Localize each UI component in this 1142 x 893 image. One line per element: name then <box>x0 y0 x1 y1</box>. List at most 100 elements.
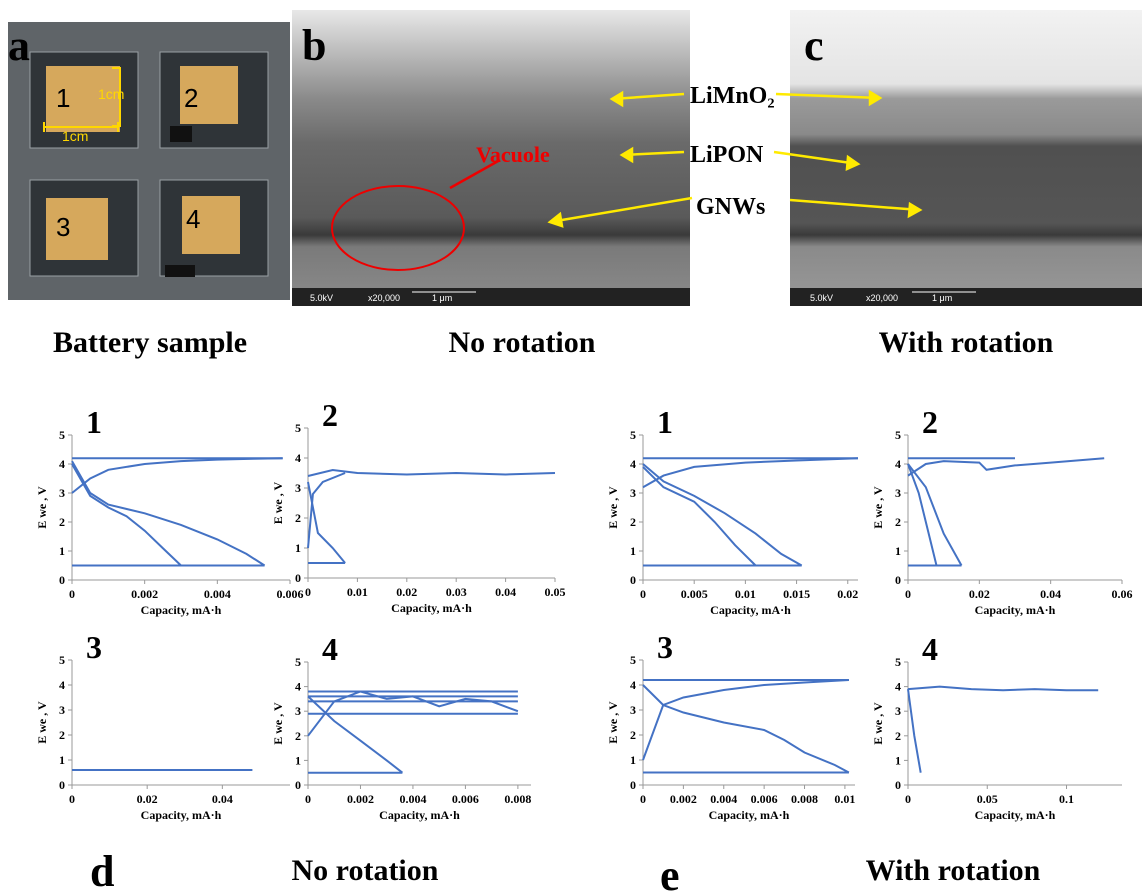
y-tick-label: 4 <box>59 678 65 692</box>
layer-label: GNWs <box>696 194 765 220</box>
y-tick-label: 0 <box>895 778 901 792</box>
chart-title: 4 <box>922 631 938 667</box>
y-tick-label: 1 <box>895 544 901 558</box>
y-tick-label: 0 <box>895 573 901 587</box>
y-tick-label: 1 <box>59 753 65 767</box>
x-tick-label: 0.06 <box>1112 587 1133 601</box>
arrows <box>547 89 923 228</box>
x-axis-label: Capacity, mA·h <box>379 808 460 822</box>
curve <box>907 688 922 773</box>
x-tick-label: 0.01 <box>834 792 855 806</box>
y-tick-label: 2 <box>59 728 65 742</box>
x-tick-label: 0.008 <box>791 792 818 806</box>
x-tick-label: 0.04 <box>212 792 233 806</box>
y-tick-label: 0 <box>630 778 636 792</box>
curve <box>642 679 849 761</box>
x-tick-label: 0.02 <box>969 587 990 601</box>
y-tick-label: 2 <box>295 729 301 743</box>
curve <box>71 457 283 494</box>
x-tick-label: 0.002 <box>131 587 158 601</box>
y-tick-label: 3 <box>895 704 901 718</box>
x-axis-label: Capacity, mA·h <box>391 601 472 615</box>
x-tick-label: 0.006 <box>751 792 778 806</box>
x-tick-label: 0 <box>69 792 75 806</box>
curve <box>642 463 803 567</box>
panel-letter: a <box>8 21 30 70</box>
annotation: Vacuole <box>476 142 550 167</box>
x-axis-label: Capacity, mA·h <box>975 603 1056 617</box>
chart-title: 1 <box>86 404 102 440</box>
y-tick-label: 1 <box>295 753 301 767</box>
x-tick-label: 0 <box>905 587 911 601</box>
curve <box>71 460 266 567</box>
y-tick-label: 5 <box>630 653 636 667</box>
y-tick-label: 5 <box>630 428 636 442</box>
y-tick-label: 5 <box>295 421 301 435</box>
y-tick-label: 3 <box>295 704 301 718</box>
layer-label: LiPON <box>690 142 764 168</box>
y-tick-label: 3 <box>630 486 636 500</box>
x-tick-label: 0.006 <box>452 792 479 806</box>
electrodes <box>46 66 240 260</box>
x-tick-label: 0 <box>640 792 646 806</box>
curve <box>642 466 757 567</box>
panel-letter: b <box>302 21 326 70</box>
y-tick-label: 2 <box>895 729 901 743</box>
y-axis-label: E we , V <box>871 702 885 745</box>
curve <box>907 457 1105 477</box>
y-tick-label: 2 <box>630 515 636 529</box>
x-tick-label: 0.005 <box>681 587 708 601</box>
cell-label: 1 <box>56 83 70 113</box>
y-tick-label: 5 <box>295 655 301 669</box>
curve <box>307 468 556 477</box>
caption: Battery sample <box>53 326 247 359</box>
y-tick-label: 3 <box>295 481 301 495</box>
y-tick-label: 2 <box>59 515 65 529</box>
y-axis-label: E we , V <box>271 702 285 745</box>
y-tick-label: 1 <box>59 544 65 558</box>
y-axis-label: E we , V <box>271 481 285 524</box>
x-tick-label: 0.01 <box>347 585 368 599</box>
y-tick-label: 5 <box>895 655 901 669</box>
y-tick-label: 3 <box>59 703 65 717</box>
layer-label: LiMnO₂ <box>690 83 775 109</box>
x-axis-label: Capacity, mA·h <box>710 603 791 617</box>
x-tick-label: 0.006 <box>277 587 304 601</box>
x-tick-label: 0 <box>69 587 75 601</box>
y-tick-label: 1 <box>295 541 301 555</box>
x-tick-label: 0.015 <box>783 587 810 601</box>
x-tick-label: 0.05 <box>545 585 566 599</box>
sem-image <box>292 10 690 306</box>
y-tick-label: 4 <box>630 678 636 692</box>
curve <box>307 695 404 774</box>
y-tick-label: 0 <box>59 573 65 587</box>
y-tick-label: 4 <box>895 457 901 471</box>
curve <box>642 457 859 489</box>
curve <box>907 463 938 566</box>
x-tick-label: 0.03 <box>446 585 467 599</box>
x-tick-label: 0.004 <box>204 587 231 601</box>
x-tick-label: 0.05 <box>977 792 998 806</box>
x-tick-label: 0.02 <box>837 587 858 601</box>
panel-letter: e <box>660 851 680 893</box>
y-tick-label: 0 <box>295 778 301 792</box>
panel-letter: d <box>90 847 114 893</box>
x-tick-label: 0.02 <box>396 585 417 599</box>
sem-image <box>790 10 1142 306</box>
curve <box>307 472 346 549</box>
x-axis-label: Capacity, mA·h <box>141 808 222 822</box>
y-axis-label: E we , V <box>35 701 49 744</box>
sem-info: x20,000 <box>368 293 400 303</box>
x-tick-label: 0.002 <box>670 792 697 806</box>
x-tick-label: 0.002 <box>347 792 374 806</box>
caption: No rotation <box>292 854 439 887</box>
x-tick-label: 0 <box>905 792 911 806</box>
x-tick-label: 0.04 <box>495 585 516 599</box>
sem-info: x20,000 <box>866 293 898 303</box>
y-tick-label: 2 <box>630 728 636 742</box>
x-tick-label: 0 <box>305 585 311 599</box>
curve <box>71 463 182 567</box>
y-tick-label: 2 <box>895 515 901 529</box>
x-tick-label: 0.04 <box>1040 587 1061 601</box>
